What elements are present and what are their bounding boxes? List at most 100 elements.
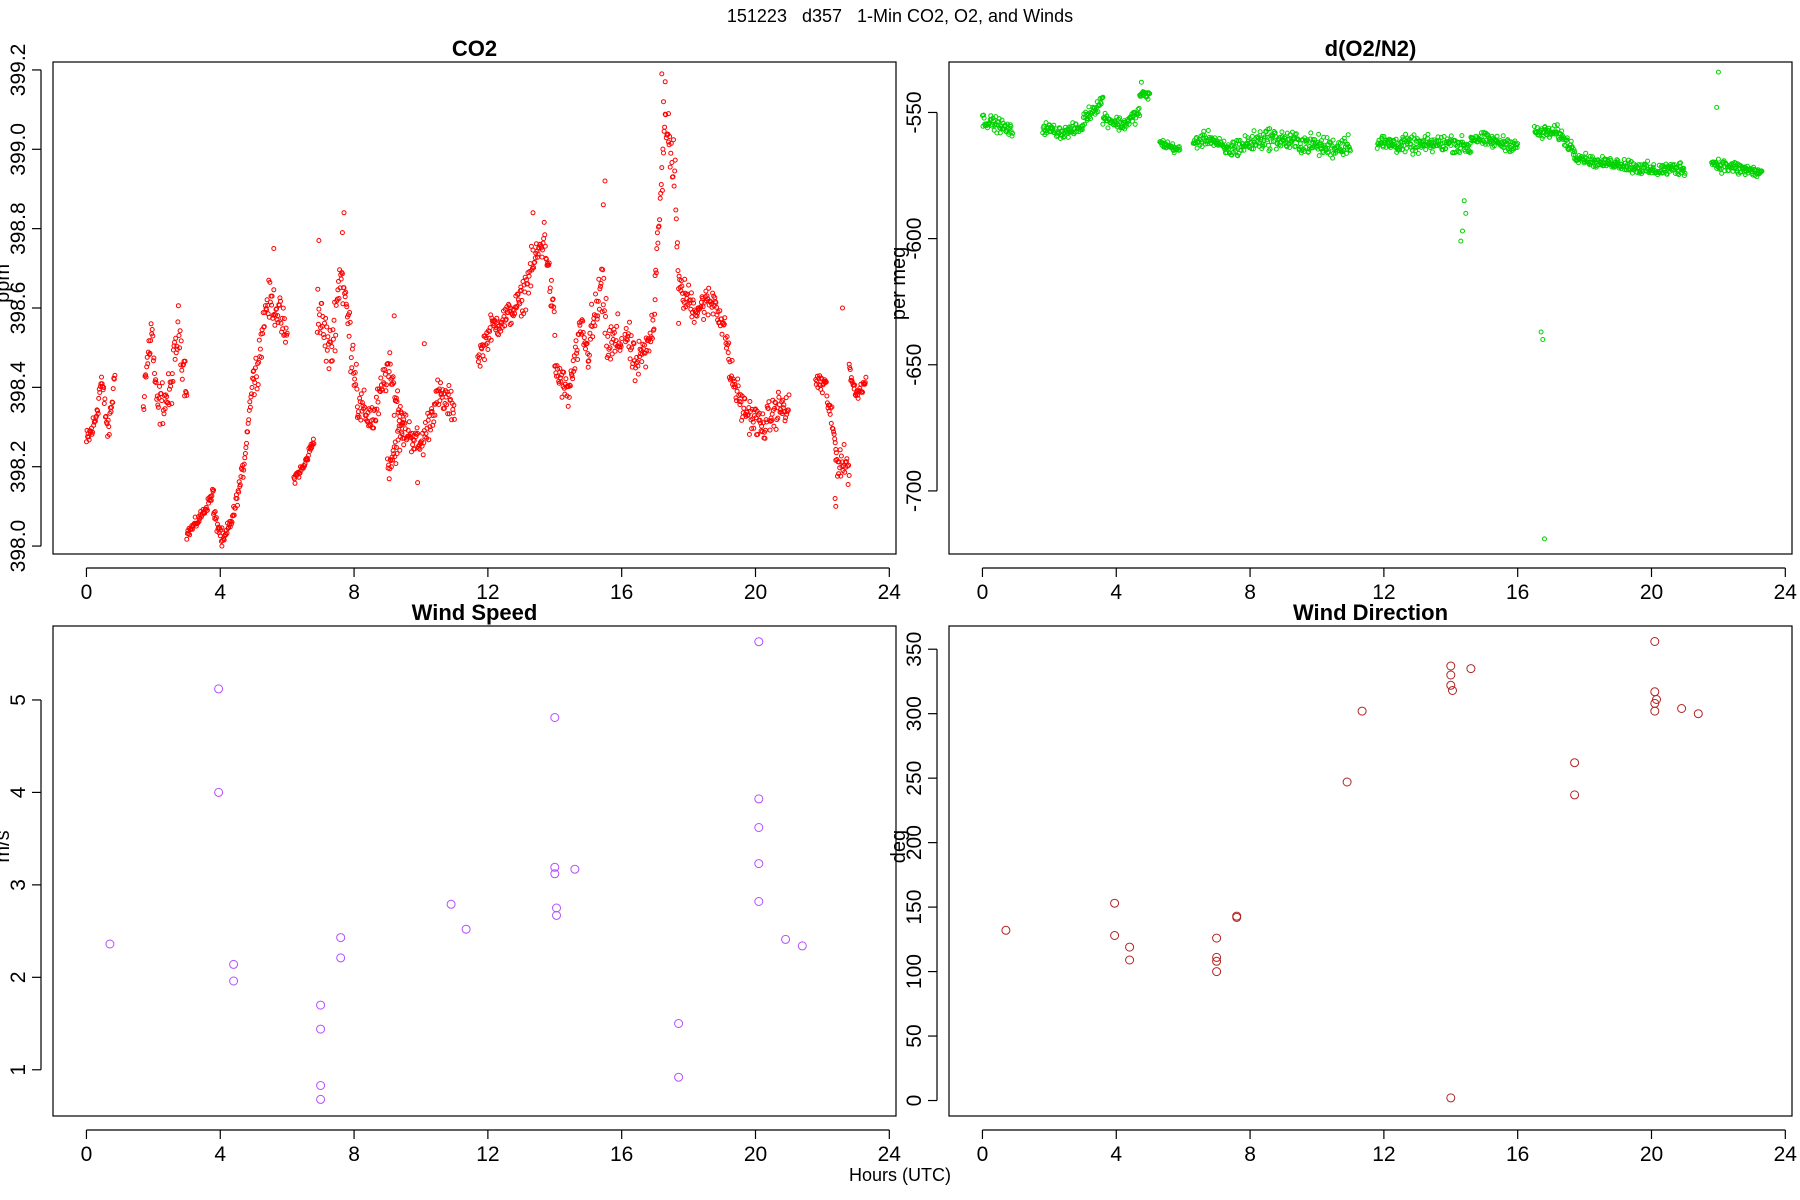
data-point xyxy=(1199,144,1205,150)
data-point xyxy=(1342,139,1348,144)
data-point xyxy=(1251,128,1257,134)
data-point xyxy=(488,337,494,343)
data-point xyxy=(343,301,349,307)
y-axis-label: ppm xyxy=(0,264,14,303)
data-point xyxy=(267,279,273,285)
data-point xyxy=(1237,138,1243,143)
data-point xyxy=(832,440,838,446)
data-point xyxy=(110,400,116,405)
data-point xyxy=(391,451,397,457)
data-point xyxy=(385,361,391,366)
data-point xyxy=(981,115,987,121)
data-point xyxy=(1051,122,1057,128)
x-tick-label: 4 xyxy=(1110,1143,1122,1166)
data-point xyxy=(832,436,838,442)
y-axis-label: deg xyxy=(888,830,910,863)
data-point xyxy=(542,243,548,249)
data-point xyxy=(328,339,334,345)
data-point xyxy=(597,286,603,292)
data-point xyxy=(362,404,368,410)
data-point xyxy=(219,525,225,531)
data-point xyxy=(228,518,234,524)
data-point xyxy=(1255,135,1261,141)
data-point xyxy=(336,953,346,963)
data-point xyxy=(686,282,692,288)
data-point xyxy=(1399,142,1405,148)
data-point xyxy=(742,396,748,402)
data-point xyxy=(629,345,635,351)
data-point xyxy=(340,301,346,307)
data-point xyxy=(1160,138,1166,143)
data-point xyxy=(1458,238,1464,244)
data-point xyxy=(639,359,645,365)
data-point xyxy=(187,532,193,538)
data-point xyxy=(343,289,349,295)
data-point xyxy=(1400,136,1406,142)
data-point xyxy=(1066,130,1072,136)
data-point xyxy=(706,285,712,291)
data-point xyxy=(103,413,109,419)
data-point xyxy=(745,412,751,418)
chart-title: d(O2/N2) xyxy=(1325,36,1417,61)
data-point xyxy=(391,380,397,386)
data-point xyxy=(141,394,147,400)
data-point xyxy=(700,304,706,310)
data-point xyxy=(1468,149,1474,155)
plot-frame xyxy=(52,625,897,1117)
data-point xyxy=(751,425,757,431)
data-point xyxy=(1065,134,1071,140)
data-point xyxy=(603,296,609,301)
data-point xyxy=(663,112,669,118)
data-point xyxy=(1330,137,1336,143)
data-point xyxy=(387,350,393,356)
data-point xyxy=(1308,130,1314,136)
data-point xyxy=(161,411,167,417)
data-point xyxy=(421,440,427,446)
data-point xyxy=(348,355,354,361)
data-point xyxy=(446,899,456,909)
data-point xyxy=(1138,79,1144,85)
data-point xyxy=(256,359,262,365)
data-point xyxy=(1316,131,1322,137)
data-point xyxy=(523,307,529,313)
data-point xyxy=(831,431,837,437)
data-point xyxy=(575,357,581,362)
data-point xyxy=(656,223,662,229)
data-point xyxy=(649,335,655,341)
data-point xyxy=(1614,157,1620,163)
data-point xyxy=(561,369,567,375)
data-point xyxy=(162,406,168,412)
data-point xyxy=(763,427,768,433)
data-point xyxy=(1759,168,1765,174)
data-point xyxy=(182,358,188,364)
data-point xyxy=(662,79,668,85)
data-point xyxy=(1554,122,1560,128)
data-point xyxy=(710,311,716,317)
data-point xyxy=(414,431,419,437)
data-point xyxy=(1288,140,1294,146)
data-point xyxy=(149,327,155,332)
data-point xyxy=(769,411,775,417)
data-point xyxy=(309,445,315,451)
data-point xyxy=(1463,210,1469,216)
data-point xyxy=(611,326,617,332)
data-point xyxy=(280,305,286,311)
data-point xyxy=(691,300,697,306)
data-point xyxy=(316,238,322,243)
data-point xyxy=(106,424,112,430)
data-point xyxy=(1259,141,1265,147)
data-point xyxy=(660,146,666,152)
data-point xyxy=(600,267,606,273)
data-point xyxy=(352,370,358,375)
data-point xyxy=(178,338,184,344)
data-point xyxy=(231,512,237,518)
data-point xyxy=(112,372,118,378)
data-point xyxy=(236,489,242,495)
data-point xyxy=(830,426,836,432)
data-point xyxy=(1264,137,1270,143)
data-point xyxy=(1268,139,1274,145)
data-point xyxy=(254,386,260,392)
x-tick-label: 0 xyxy=(81,581,93,604)
data-point xyxy=(824,393,830,399)
